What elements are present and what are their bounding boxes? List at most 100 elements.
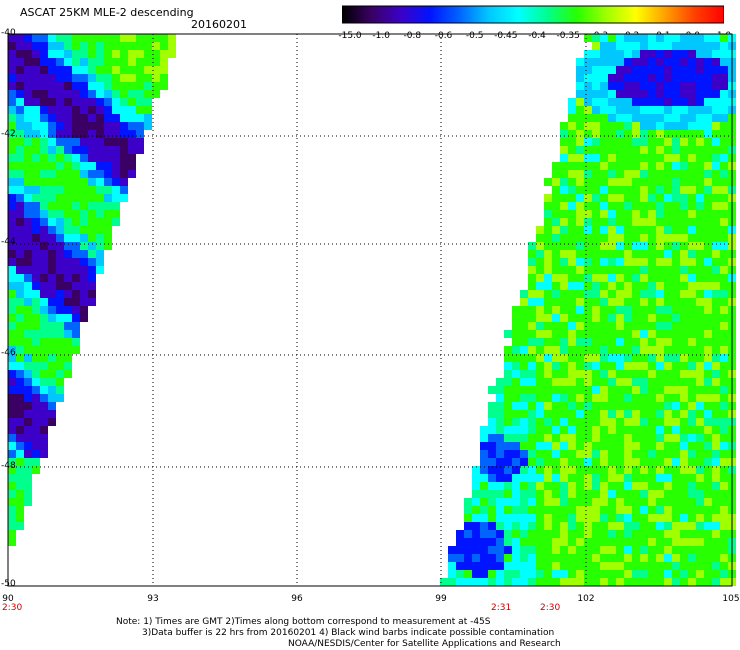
wind-cell <box>24 466 32 474</box>
wind-cell <box>152 74 160 82</box>
wind-cell <box>664 538 672 546</box>
wind-cell <box>680 322 688 330</box>
wind-cell <box>552 538 560 546</box>
wind-cell <box>16 170 24 178</box>
wind-cell <box>144 66 152 74</box>
wind-cell <box>680 98 688 106</box>
wind-cell <box>8 42 16 50</box>
wind-cell <box>632 226 640 234</box>
wind-cell <box>712 458 720 466</box>
wind-cell <box>472 530 480 538</box>
wind-cell <box>608 514 616 522</box>
wind-cell <box>80 114 88 122</box>
wind-cell <box>40 178 48 186</box>
wind-cell <box>152 42 160 50</box>
wind-cell <box>616 490 624 498</box>
wind-cell <box>136 34 144 42</box>
colorbar-label: -15.0 <box>338 31 362 41</box>
wind-cell <box>696 450 704 458</box>
wind-cell <box>528 370 536 378</box>
note-line-2: 3)Data buffer is 22 hrs from 20160201 4)… <box>142 628 555 638</box>
wind-cell <box>88 178 96 186</box>
wind-cell <box>552 234 560 242</box>
wind-cell <box>680 130 688 138</box>
wind-cell <box>640 394 648 402</box>
wind-cell <box>632 386 640 394</box>
wind-cell <box>40 306 48 314</box>
wind-cell <box>16 162 24 170</box>
wind-cell <box>568 106 576 114</box>
wind-cell <box>664 514 672 522</box>
wind-cell <box>504 554 512 562</box>
wind-cell <box>544 234 552 242</box>
wind-cell <box>608 354 616 362</box>
wind-cell <box>688 210 696 218</box>
wind-cell <box>568 114 576 122</box>
wind-cell <box>608 474 616 482</box>
wind-cell <box>24 434 32 442</box>
wind-cell <box>696 274 704 282</box>
wind-cell <box>664 378 672 386</box>
wind-cell <box>536 426 544 434</box>
wind-cell <box>704 442 712 450</box>
wind-cell <box>704 426 712 434</box>
wind-cell <box>48 138 56 146</box>
wind-cell <box>720 122 728 130</box>
wind-cell <box>8 330 16 338</box>
wind-cell <box>456 570 464 578</box>
wind-cell <box>32 258 40 266</box>
wind-cell <box>16 122 24 130</box>
wind-cell <box>40 58 48 66</box>
wind-cell <box>616 330 624 338</box>
wind-cell <box>560 426 568 434</box>
wind-cell <box>56 146 64 154</box>
wind-cell <box>656 362 664 370</box>
wind-cell <box>648 202 656 210</box>
wind-cell <box>528 378 536 386</box>
wind-cell <box>40 114 48 122</box>
wind-cell <box>560 346 568 354</box>
wind-cell <box>576 474 584 482</box>
wind-cell <box>648 362 656 370</box>
wind-cell <box>56 354 64 362</box>
wind-cell <box>680 226 688 234</box>
wind-cell <box>640 266 648 274</box>
wind-cell <box>520 298 528 306</box>
wind-cell <box>720 274 728 282</box>
wind-cell <box>528 346 536 354</box>
wind-cell <box>592 122 600 130</box>
wind-cell <box>48 74 56 82</box>
wind-cell <box>544 298 552 306</box>
wind-cell <box>616 386 624 394</box>
wind-cell <box>88 170 96 178</box>
wind-cell <box>616 354 624 362</box>
wind-cell <box>712 562 720 570</box>
wind-cell <box>688 562 696 570</box>
wind-cell <box>32 170 40 178</box>
wind-cell <box>24 178 32 186</box>
wind-cell <box>512 378 520 386</box>
wind-cell <box>576 522 584 530</box>
wind-cell <box>688 306 696 314</box>
wind-cell <box>696 106 704 114</box>
wind-cell <box>528 458 536 466</box>
wind-cell <box>16 314 24 322</box>
wind-cell <box>704 482 712 490</box>
wind-cell <box>688 234 696 242</box>
wind-cell <box>584 290 592 298</box>
wind-cell <box>552 226 560 234</box>
wind-cell <box>120 162 128 170</box>
wind-cell <box>520 578 528 586</box>
wind-cell <box>624 106 632 114</box>
wind-cell <box>56 362 64 370</box>
wind-cell <box>560 170 568 178</box>
wind-cell <box>568 570 576 578</box>
wind-cell <box>712 306 720 314</box>
wind-cell <box>56 242 64 250</box>
wind-cell <box>120 154 128 162</box>
wind-cell <box>632 234 640 242</box>
wind-cell <box>560 186 568 194</box>
wind-cell <box>592 170 600 178</box>
wind-cell <box>584 74 592 82</box>
wind-cell <box>632 146 640 154</box>
